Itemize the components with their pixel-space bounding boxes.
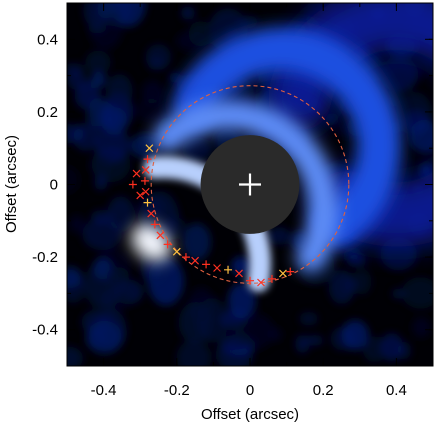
noise-blob: [67, 166, 80, 194]
noise-blob: [107, 196, 135, 232]
y-tick-label: 0: [50, 177, 58, 194]
noise-blob: [84, 78, 102, 89]
x-tick-label: 0: [246, 382, 254, 399]
noise-blob: [401, 276, 433, 309]
arc-peak-markers: [128, 144, 295, 287]
arc-peak-marker: [191, 256, 200, 265]
y-axis-label: Offset (arcsec): [3, 135, 20, 233]
noise-blob: [181, 6, 195, 20]
noise-blob: [306, 335, 324, 346]
arc-peak-marker: [132, 169, 141, 178]
noise-blob: [409, 119, 433, 153]
emission-arc-outer: [172, 27, 401, 248]
arc-peak-marker: [213, 264, 221, 272]
noise-blob: [412, 316, 431, 338]
y-tick-label: 0.2: [37, 104, 58, 121]
noise-blob: [415, 57, 432, 78]
x-tick-label: -0.2: [164, 382, 190, 399]
emission-halo: [267, 3, 433, 247]
noise-blob: [169, 72, 182, 83]
noise-blob: [396, 341, 411, 360]
noise-blob: [188, 287, 215, 322]
axis-ticks: -0.4 -0.2 0 0.2 0.4 -0.4 -0.2 0 0.2 0.4: [32, 2, 434, 399]
noise-blob: [67, 70, 87, 90]
noise-blob: [342, 275, 358, 295]
noise-blob: [67, 273, 86, 303]
x-tick-label: 0.4: [386, 382, 407, 399]
emission-peak: [131, 223, 171, 262]
noise-blob: [353, 268, 372, 295]
arc-peak-marker: [224, 265, 233, 274]
noise-blob: [220, 330, 251, 350]
noise-blob: [266, 227, 291, 245]
y-tick-label: 0.4: [37, 31, 58, 48]
noise-blob: [88, 3, 124, 50]
arc-peak-marker: [246, 276, 254, 285]
arc-peak-marker: [202, 260, 211, 269]
noise-blob: [188, 21, 213, 47]
arc-peak-marker: [163, 240, 172, 249]
noise-blob: [141, 80, 165, 105]
arc-peak-marker: [147, 209, 156, 218]
noise-blob: [107, 267, 130, 285]
noise-blob: [92, 125, 107, 137]
arc-peak-marker: [156, 231, 165, 240]
arc-peak-marker: [235, 269, 243, 278]
arc-peak-marker: [145, 144, 154, 153]
noise-blob: [134, 97, 169, 123]
x-tick-label: 0.2: [313, 382, 334, 399]
noise-blob: [336, 123, 357, 138]
noise-blob: [325, 113, 339, 126]
noise-blob: [380, 56, 419, 93]
arc-peak-marker: [143, 198, 152, 207]
x-tick-label: -0.4: [91, 382, 117, 399]
noise-blob: [299, 311, 318, 326]
arc-peak-marker: [267, 274, 276, 283]
arc-peak-marker: [141, 166, 150, 174]
star-plus-icon: [239, 173, 261, 196]
arc-peak-marker: [128, 180, 137, 189]
noise-blob: [227, 282, 256, 319]
noise-blob: [94, 175, 108, 191]
arc-peak-marker: [150, 220, 159, 229]
noise-blob: [295, 334, 310, 354]
noise-blob: [74, 82, 101, 110]
noise-blob: [86, 320, 123, 354]
arc-peak-marker: [140, 176, 149, 185]
noise-blob: [69, 214, 86, 234]
arc-peak-marker: [181, 253, 190, 262]
y-tick-label: -0.2: [32, 249, 58, 266]
noise-blob: [362, 336, 387, 363]
noise-blob: [182, 223, 211, 261]
emission-arc-mid: [152, 99, 339, 273]
noise-blob: [145, 44, 172, 70]
noise-blob: [85, 50, 111, 75]
noise-blob: [182, 137, 213, 162]
noise-blob: [391, 288, 406, 299]
star-marker: [239, 173, 261, 196]
noise-blob: [73, 122, 99, 152]
noise-blob: [94, 126, 130, 163]
noise-blob: [89, 153, 112, 177]
noise-blob: [343, 248, 362, 261]
arc-peak-marker: [141, 187, 150, 196]
arc-peak-marker: [143, 155, 152, 164]
noise-blob: [106, 74, 133, 109]
noise-blob: [176, 339, 212, 366]
arc-peak-marker: [257, 278, 265, 287]
arc-peak-marker: [136, 191, 145, 200]
noise-blob: [330, 326, 356, 351]
y-tick-label: -0.4: [32, 322, 58, 339]
arc-peak-marker: [286, 267, 295, 276]
arc-peak-marker: [279, 269, 287, 278]
arc-peak-marker: [172, 247, 181, 256]
x-axis-label: Offset (arcsec): [201, 406, 299, 423]
noise-blob: [231, 256, 251, 276]
noise-blob: [67, 346, 84, 366]
